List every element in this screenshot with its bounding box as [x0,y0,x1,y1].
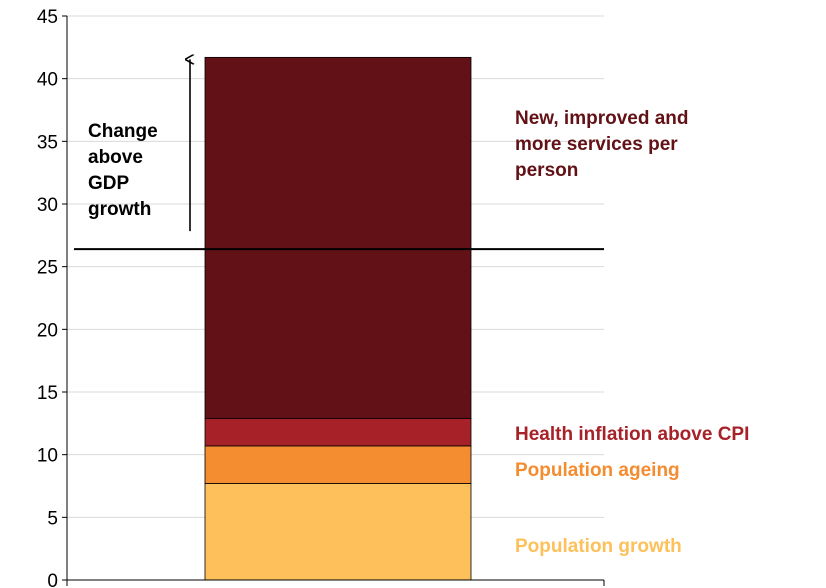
change-above-gdp-annotation: Change above GDP growth [88,59,190,232]
y-tick-label: 15 [37,383,58,404]
y-tick-label: 20 [37,320,58,341]
bar-segments [204,56,472,581]
y-tick-label: 40 [37,70,58,91]
bar-segment-1 [204,483,472,581]
axes [62,15,605,586]
segment-labels: New, improved and more services per person… [515,108,749,557]
bar-segment-2 [204,445,472,484]
y-tick-label: 5 [47,508,58,529]
y-tick-label: 0 [47,571,58,588]
segment-label: more services per [515,134,678,155]
segment-label: person [515,160,578,181]
bar-segment-3 [204,417,472,447]
segment-label: Population ageing [515,460,680,481]
annotation-text-line: above [88,147,143,168]
y-tick-label: 45 [37,7,58,28]
bar-segment-4 [204,56,472,419]
annotation-text-line: Change [88,121,158,142]
y-tick-label: 10 [37,446,58,467]
y-axis-tick-labels: 0 5 10 15 20 25 30 35 40 45 [37,7,58,588]
y-tick-label: 30 [37,195,58,216]
y-tick-label: 25 [37,258,58,279]
segment-label: Health inflation above CPI [515,424,749,445]
annotation-text-line: growth [88,199,151,220]
segment-label: Population growth [515,536,682,557]
segment-label: New, improved and [515,108,689,129]
y-tick-label: 35 [37,132,58,153]
annotation-text-line: GDP [88,173,130,194]
